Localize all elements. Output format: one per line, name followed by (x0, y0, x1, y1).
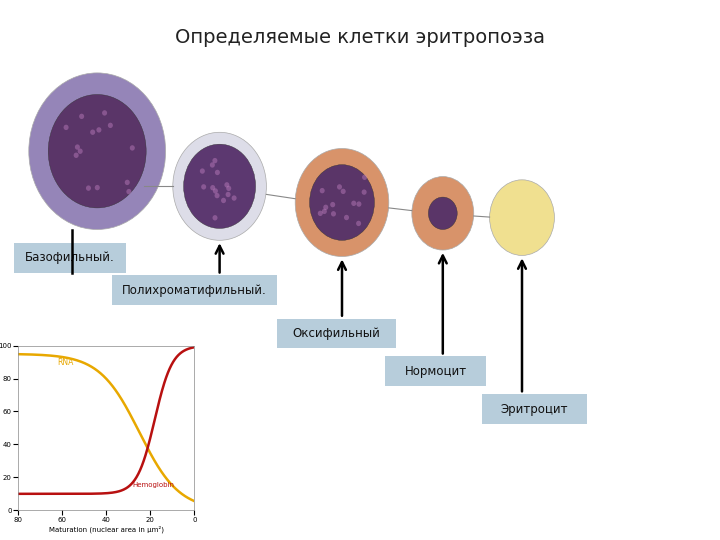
Text: Эритроцит: Эритроцит (501, 402, 568, 416)
Ellipse shape (232, 195, 237, 201)
Ellipse shape (48, 94, 146, 208)
Text: Нормоцит: Нормоцит (405, 364, 467, 378)
Ellipse shape (310, 165, 374, 240)
Ellipse shape (322, 208, 327, 214)
Ellipse shape (210, 162, 215, 167)
Ellipse shape (29, 73, 166, 230)
Ellipse shape (200, 168, 205, 174)
Bar (112, 275, 277, 305)
Ellipse shape (184, 144, 256, 228)
Text: RNA: RNA (58, 359, 74, 367)
Ellipse shape (341, 188, 346, 194)
Bar (385, 356, 486, 386)
Text: Определяемые клетки эритропоэза: Определяемые клетки эритропоэза (175, 28, 545, 48)
Ellipse shape (215, 193, 220, 198)
Ellipse shape (344, 215, 349, 220)
Ellipse shape (221, 198, 226, 203)
Ellipse shape (73, 153, 78, 158)
Text: Базофильный.: Базофильный. (25, 251, 115, 265)
Ellipse shape (90, 130, 95, 135)
X-axis label: Maturation (nuclear area in μm²): Maturation (nuclear area in μm²) (49, 525, 163, 533)
Bar (482, 394, 587, 424)
Ellipse shape (212, 215, 217, 220)
Ellipse shape (210, 185, 215, 191)
Ellipse shape (362, 174, 367, 180)
Text: Полихроматифильный.: Полихроматифильный. (122, 284, 267, 297)
Ellipse shape (102, 110, 107, 116)
Ellipse shape (201, 184, 206, 190)
Ellipse shape (108, 123, 113, 128)
Ellipse shape (212, 158, 217, 163)
Ellipse shape (215, 170, 220, 175)
Ellipse shape (225, 192, 230, 197)
Ellipse shape (125, 180, 130, 185)
Ellipse shape (295, 148, 389, 256)
Ellipse shape (130, 145, 135, 151)
Ellipse shape (86, 185, 91, 191)
Ellipse shape (490, 180, 554, 255)
Ellipse shape (428, 197, 457, 230)
Ellipse shape (351, 200, 356, 206)
Ellipse shape (337, 184, 342, 190)
Ellipse shape (356, 201, 361, 207)
Ellipse shape (225, 182, 230, 187)
Bar (277, 319, 396, 348)
Ellipse shape (213, 188, 218, 194)
Ellipse shape (356, 221, 361, 226)
Ellipse shape (79, 113, 84, 119)
Ellipse shape (412, 177, 474, 250)
Ellipse shape (126, 189, 131, 194)
Ellipse shape (75, 144, 80, 150)
Ellipse shape (226, 186, 231, 191)
Ellipse shape (173, 132, 266, 240)
Ellipse shape (318, 211, 323, 216)
Ellipse shape (330, 202, 336, 207)
Bar (14, 243, 126, 273)
Ellipse shape (78, 148, 83, 154)
Ellipse shape (96, 127, 102, 133)
Ellipse shape (331, 211, 336, 217)
Ellipse shape (95, 185, 100, 190)
Ellipse shape (320, 188, 325, 193)
Ellipse shape (323, 205, 328, 210)
Text: Оксифильный: Оксифильный (292, 327, 381, 340)
Ellipse shape (361, 190, 366, 195)
Text: Hemoglobin: Hemoglobin (132, 482, 175, 488)
Ellipse shape (63, 125, 68, 130)
